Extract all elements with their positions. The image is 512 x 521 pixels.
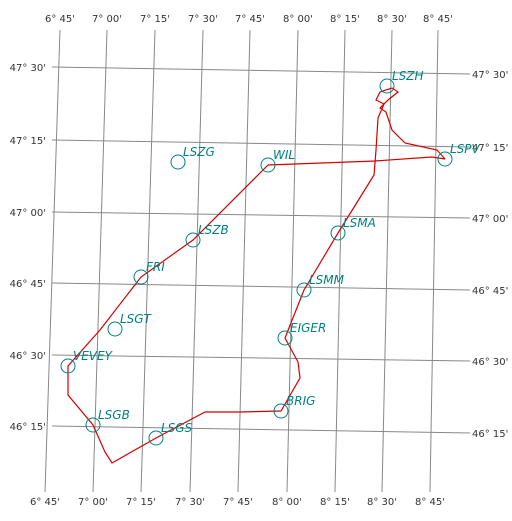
- meridian: [381, 29, 393, 493]
- waypoint-label: BRIG: [286, 394, 315, 408]
- waypoint-label: LSPV: [450, 142, 481, 156]
- waypoint-label: LSGB: [98, 408, 130, 422]
- meridian: [189, 29, 204, 493]
- waypoint-label: LSZH: [392, 69, 424, 83]
- waypoint: [170, 154, 186, 170]
- meridian: [286, 29, 299, 493]
- latitude-label: 47° 00': [10, 208, 46, 219]
- longitude-label: 7° 45': [223, 497, 253, 508]
- longitude-label: 7° 00': [78, 497, 108, 508]
- meridian: [334, 29, 346, 493]
- waypoint: [85, 417, 101, 433]
- latitude-label: 47° 15': [472, 143, 508, 154]
- waypoint-label: FRI: [146, 260, 165, 274]
- longitude-label: 8° 45': [423, 14, 453, 25]
- waypoint-label: LSGT: [120, 312, 153, 326]
- waypoint-label: LSZB: [198, 223, 229, 237]
- latitude-label: 46° 30': [472, 357, 508, 368]
- waypoint: [260, 157, 276, 173]
- waypoint: [379, 78, 395, 94]
- waypoint: [148, 430, 164, 446]
- waypoint: [185, 232, 201, 248]
- longitude-label: 8° 45': [415, 497, 445, 508]
- longitude-label: 8° 30': [377, 14, 407, 25]
- waypoint-label: WIL: [273, 148, 295, 162]
- meridian: [44, 29, 61, 493]
- waypoint-label: LSMM: [309, 273, 345, 287]
- longitude-label: 8° 00': [283, 14, 313, 25]
- meridian: [237, 29, 251, 493]
- longitude-label: 7° 30': [188, 14, 218, 25]
- parallel: [51, 282, 471, 291]
- latitude-label: 47° 00': [472, 214, 508, 225]
- longitude-label: 8° 30': [367, 497, 397, 508]
- waypoint-label: EIGER: [290, 321, 326, 335]
- meridian: [140, 29, 156, 493]
- latitude-label: 47° 30': [10, 63, 46, 74]
- longitude-label: 7° 30': [175, 497, 205, 508]
- latitude-label: 46° 30': [10, 351, 46, 362]
- labels: 6° 45' 6° 45' 7° 00' 7° 00' 7° 15' 7° 15' 7° 3…: [10, 14, 509, 508]
- latitude-label: 47° 30': [472, 70, 508, 81]
- waypoint: [437, 151, 453, 167]
- waypoint: [330, 225, 346, 241]
- longitude-label: 6° 45': [30, 497, 60, 508]
- waypoint-label: LSZG: [183, 145, 215, 159]
- parallel: [51, 66, 471, 75]
- longitude-label: 7° 45': [235, 14, 265, 25]
- latitude-label: 47° 15': [10, 136, 46, 147]
- meridian: [429, 29, 439, 493]
- longitude-label: 7° 15': [140, 14, 170, 25]
- waypoint-label: LSGS: [161, 421, 193, 435]
- latitude-label: 46° 15': [10, 422, 46, 433]
- waypoint: [107, 321, 123, 337]
- waypoint-label: LSMA: [343, 216, 376, 230]
- waypoint: [296, 282, 312, 298]
- latitude-label: 46° 45': [472, 286, 508, 297]
- graticule: [44, 29, 471, 493]
- latitude-label: 46° 45': [10, 279, 46, 290]
- longitude-label: 8° 00': [272, 497, 302, 508]
- meridian: [92, 29, 108, 493]
- waypoint: [273, 403, 289, 419]
- longitude-label: 8° 15': [320, 497, 350, 508]
- parallel: [51, 425, 471, 434]
- waypoint: [133, 269, 149, 285]
- longitude-label: 6° 45': [45, 14, 75, 25]
- parallel: [51, 211, 471, 219]
- waypoint: [277, 330, 293, 346]
- waypoint-label: VEVEY: [73, 349, 114, 363]
- longitude-label: 8° 15': [330, 14, 360, 25]
- longitude-label: 7° 15': [126, 497, 156, 508]
- longitude-label: 7° 00': [92, 14, 122, 25]
- parallel: [51, 354, 471, 362]
- latitude-label: 46° 15': [472, 429, 508, 440]
- waypoint: [60, 358, 76, 374]
- parallel: [51, 139, 471, 148]
